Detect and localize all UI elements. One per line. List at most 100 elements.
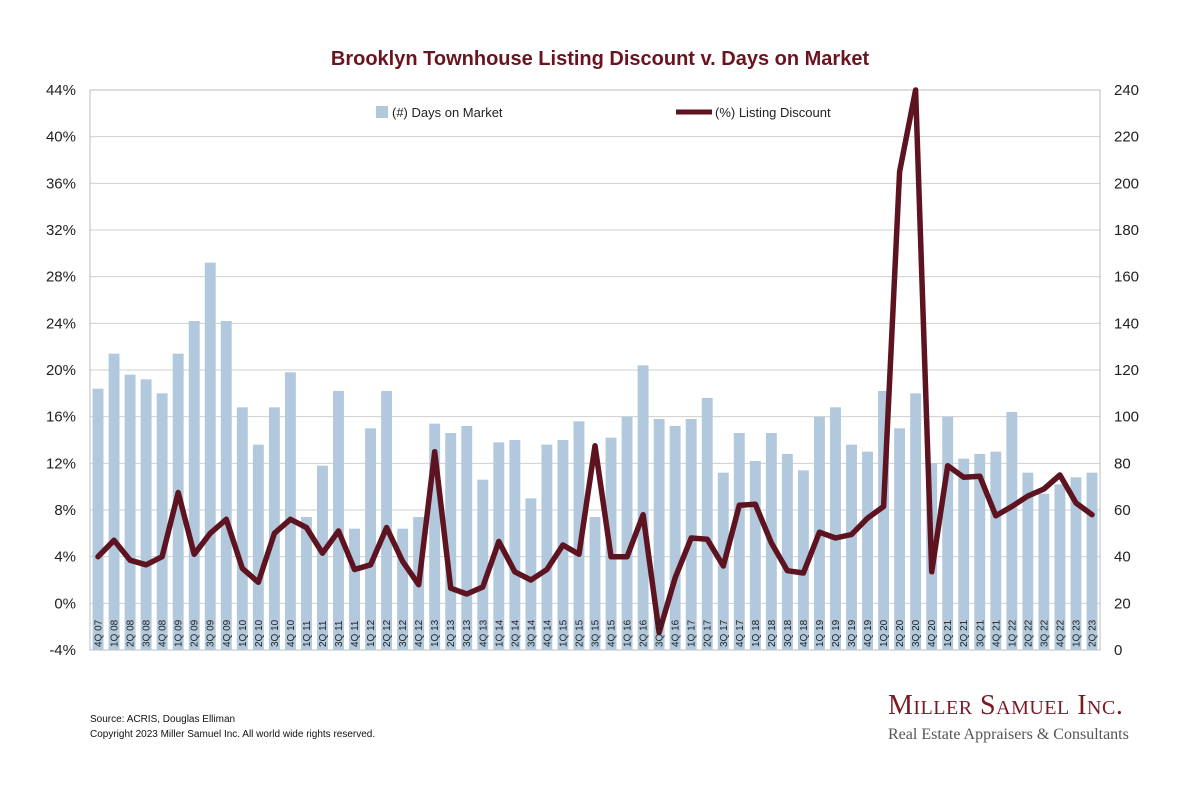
brand-logo-text: Miller Samuel Inc. bbox=[888, 690, 1124, 721]
x-tick-label: 4Q 20 bbox=[927, 619, 938, 647]
brand-tagline: Real Estate Appraisers & Consultants bbox=[888, 726, 1129, 743]
left-tick-label: 20% bbox=[46, 362, 76, 379]
left-tick-label: 40% bbox=[46, 129, 76, 146]
bar bbox=[188, 321, 200, 650]
x-tick-label: 3Q 14 bbox=[526, 619, 537, 647]
x-tick-label: 1Q 19 bbox=[815, 619, 826, 647]
x-tick-label: 2Q 23 bbox=[1087, 619, 1098, 647]
left-tick-label: 32% bbox=[46, 222, 76, 239]
x-tick-label: 2Q 20 bbox=[895, 619, 906, 647]
bar bbox=[990, 451, 1002, 650]
x-tick-label: 3Q 21 bbox=[975, 619, 986, 647]
bar bbox=[284, 372, 296, 650]
right-tick-label: 60 bbox=[1114, 502, 1131, 519]
left-tick-label: 0% bbox=[54, 595, 76, 612]
left-axis: -4% 0% 4% 8% 12% 16% 20% 24% 28% 32% 36% 40% 44% bbox=[46, 82, 76, 659]
bar bbox=[140, 379, 152, 650]
x-tick-label: 1Q 21 bbox=[943, 619, 954, 647]
x-tick-label: 4Q 10 bbox=[286, 619, 297, 647]
line-series-listing-discount bbox=[95, 87, 1095, 636]
bar bbox=[878, 391, 890, 650]
x-tick-label: 2Q 18 bbox=[767, 619, 778, 647]
bar bbox=[862, 451, 873, 650]
bar bbox=[477, 479, 489, 650]
x-tick-label: 3Q 12 bbox=[398, 619, 409, 647]
x-tick-label: 2Q 10 bbox=[254, 619, 265, 647]
x-tick-label: 1Q 23 bbox=[1071, 619, 1082, 647]
bar bbox=[333, 391, 344, 650]
x-tick-label: 2Q 14 bbox=[510, 619, 521, 647]
copyright-note: Copyright 2023 Miller Samuel Inc. All wo… bbox=[90, 729, 376, 740]
right-tick-label: 240 bbox=[1114, 82, 1139, 99]
bar bbox=[894, 428, 906, 650]
bar bbox=[397, 528, 409, 650]
right-tick-label: 20 bbox=[1114, 595, 1131, 612]
x-tick-label: 1Q 08 bbox=[110, 619, 121, 647]
x-tick-label: 2Q 13 bbox=[446, 619, 457, 647]
right-tick-label: 220 bbox=[1114, 129, 1139, 146]
x-tick-label: 1Q 18 bbox=[751, 619, 762, 647]
x-tick-label: 2Q 15 bbox=[574, 619, 585, 647]
x-tick-label: 4Q 18 bbox=[799, 619, 810, 647]
left-tick-label: 4% bbox=[54, 549, 76, 566]
x-tick-label: 2Q 16 bbox=[639, 619, 650, 647]
bar bbox=[252, 444, 264, 650]
left-tick-label: 36% bbox=[46, 175, 76, 192]
x-tick-label: 3Q 18 bbox=[783, 619, 794, 647]
bar bbox=[958, 458, 970, 650]
x-tick-label: 2Q 09 bbox=[190, 619, 201, 647]
left-tick-label: -4% bbox=[49, 642, 76, 659]
x-tick-label: 4Q 13 bbox=[478, 619, 489, 647]
x-tick-label: 1Q 22 bbox=[1007, 619, 1018, 647]
bar bbox=[1006, 412, 1018, 650]
source-note: Source: ACRIS, Douglas Elliman bbox=[90, 714, 236, 725]
x-tick-label: 4Q 09 bbox=[222, 619, 233, 647]
bar bbox=[317, 465, 328, 650]
x-tick-label: 1Q 16 bbox=[623, 619, 634, 647]
x-tick-label: 3Q 17 bbox=[719, 619, 730, 647]
bar bbox=[92, 388, 104, 650]
bar bbox=[108, 353, 120, 650]
chart-title: Brooklyn Townhouse Listing Discount v. D… bbox=[331, 48, 870, 70]
x-tick-label: 1Q 10 bbox=[238, 619, 249, 647]
x-tick-label: 2Q 17 bbox=[703, 619, 714, 647]
bar bbox=[365, 428, 377, 650]
bar bbox=[124, 374, 136, 650]
bar bbox=[830, 407, 841, 650]
bar bbox=[1038, 493, 1050, 650]
x-tick-label: 3Q 13 bbox=[462, 619, 473, 647]
bar bbox=[236, 407, 248, 650]
right-tick-label: 180 bbox=[1114, 222, 1139, 239]
x-tick-label: 1Q 13 bbox=[430, 619, 441, 647]
x-tick-label: 2Q 12 bbox=[382, 619, 393, 647]
x-tick-label: 3Q 10 bbox=[270, 619, 281, 647]
x-tick-label: 2Q 21 bbox=[959, 619, 970, 647]
bar bbox=[525, 498, 537, 650]
bar bbox=[300, 517, 312, 650]
left-tick-label: 44% bbox=[46, 82, 76, 99]
bar bbox=[220, 321, 232, 650]
x-tick-label: 4Q 21 bbox=[991, 619, 1002, 647]
right-tick-label: 140 bbox=[1114, 315, 1139, 332]
legend-label-days-on-market: (#) Days on Market bbox=[392, 105, 503, 120]
bar bbox=[637, 365, 649, 650]
right-tick-label: 40 bbox=[1114, 549, 1131, 566]
left-tick-label: 16% bbox=[46, 409, 76, 426]
x-tick-label: 4Q 07 bbox=[94, 619, 105, 647]
bar bbox=[268, 407, 280, 650]
right-axis: 0 20 40 60 80 100 120 140 160 180 200 220 240 bbox=[1114, 82, 1139, 659]
right-tick-label: 80 bbox=[1114, 455, 1131, 472]
left-tick-label: 28% bbox=[46, 269, 76, 286]
bar bbox=[381, 391, 393, 650]
left-tick-label: 24% bbox=[46, 315, 76, 332]
bar bbox=[669, 426, 681, 650]
x-tick-label: 4Q 17 bbox=[735, 619, 746, 647]
bar bbox=[797, 470, 809, 650]
x-tick-label: 3Q 16 bbox=[655, 619, 666, 647]
x-tick-label: 3Q 22 bbox=[1039, 619, 1050, 647]
x-tick-label: 2Q 08 bbox=[126, 619, 137, 647]
right-tick-label: 120 bbox=[1114, 362, 1139, 379]
x-tick-label: 4Q 08 bbox=[158, 619, 169, 647]
legend-swatch-days-on-market bbox=[376, 106, 388, 118]
